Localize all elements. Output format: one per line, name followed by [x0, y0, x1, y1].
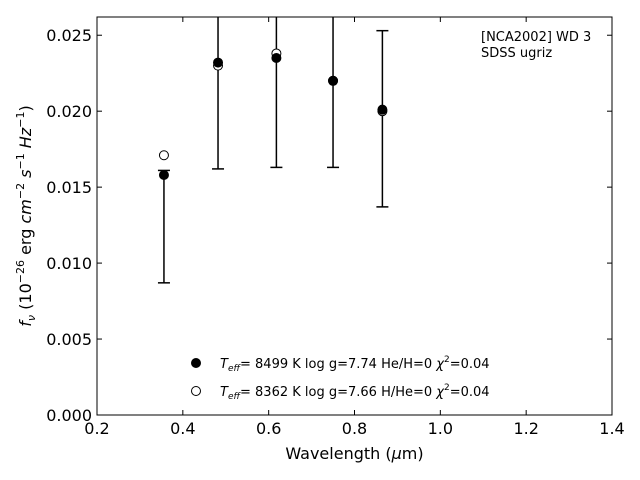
model-point-filled [213, 57, 224, 68]
legend-2-chi: χ [435, 385, 445, 400]
legend-2-T: T [220, 385, 229, 400]
legend-entry-2: Teff= 8362 K log g=7.66 H/He=0 χ2=0.04 [220, 383, 490, 402]
y-label-f: f [16, 319, 35, 327]
plot-area [157, 17, 389, 284]
model-point-open [158, 150, 169, 161]
markers [158, 48, 388, 180]
model-point-filled [328, 75, 339, 86]
y-tick-label: 0.005 [46, 330, 92, 349]
annotation-line-1: [NCA2002] WD 3 [481, 30, 591, 45]
y-tick-label: 0.010 [46, 254, 92, 273]
legend-1-rest: = 8499 K log g=7.74 He/H=0 [240, 357, 436, 372]
model-point-filled [377, 104, 388, 115]
legend-2-eff: eff [228, 392, 242, 402]
y-label-hz: Hz [16, 127, 35, 153]
legend-1-chi-rest: =0.04 [450, 357, 490, 372]
y-tick-label: 0.015 [46, 178, 92, 197]
model-point-filled [158, 169, 169, 180]
x-tick-label: 0.4 [170, 419, 195, 438]
legend-entry-1: Teff= 8499 K log g=7.74 He/H=0 χ2=0.04 [220, 355, 490, 374]
plot-frame [96, 16, 613, 416]
y-label-nu: ν [25, 315, 38, 321]
x-tick-label: 1.0 [428, 419, 453, 438]
y-label-end: ) [16, 105, 35, 111]
x-axis-label-base: Wavelength ( [285, 444, 391, 463]
legend-marker-open [191, 386, 201, 396]
x-ticks: 0.2 0.4 0.6 0.8 1.0 1.2 1.4 [84, 17, 625, 438]
model-point-filled [271, 53, 282, 64]
legend-2-chi-rest: =0.04 [450, 385, 490, 400]
y-label-cm: cm [16, 199, 35, 223]
x-axis-label-mu: μ [391, 444, 402, 463]
x-axis-label: Wavelength (μm) [285, 444, 423, 463]
legend-2-two: 2 [444, 383, 450, 393]
y-ticks: 0.000 0.005 0.010 0.015 0.020 0.025 [46, 26, 612, 425]
x-tick-label: 0.8 [342, 419, 367, 438]
y-label-exp4: −1 [14, 112, 27, 128]
x-tick-label: 1.2 [513, 419, 538, 438]
legend: Teff= 8499 K log g=7.74 He/H=0 χ2=0.04 T… [191, 355, 490, 402]
legend-1-eff: eff [228, 364, 242, 374]
y-tick-label: 0.020 [46, 102, 92, 121]
x-tick-label: 1.4 [599, 419, 624, 438]
y-label-s: s [16, 170, 35, 183]
legend-1-two: 2 [444, 355, 450, 365]
y-label-mid1: (10 [16, 283, 35, 315]
x-axis-label-unit: m) [402, 444, 424, 463]
legend-marker-filled [191, 358, 201, 368]
legend-1-chi: χ [435, 357, 445, 372]
legend-2-rest: = 8362 K log g=7.66 H/He=0 [240, 385, 436, 400]
y-label-exp3: −1 [14, 153, 27, 169]
x-tick-label: 0.2 [84, 419, 109, 438]
error-bars [157, 17, 389, 284]
annotation-line-2: SDSS ugriz [481, 46, 552, 61]
y-label-mid2: erg [16, 224, 35, 260]
y-label-exp2: −2 [14, 183, 27, 199]
y-tick-label: 0.000 [46, 406, 92, 425]
legend-1-T: T [220, 357, 229, 372]
y-tick-label: 0.025 [46, 26, 92, 45]
y-label-exp1: −26 [14, 260, 27, 283]
y-axis-label: fν (10−26 erg cm−2 s−1 Hz−1) [14, 105, 38, 326]
x-tick-label: 0.6 [256, 419, 281, 438]
